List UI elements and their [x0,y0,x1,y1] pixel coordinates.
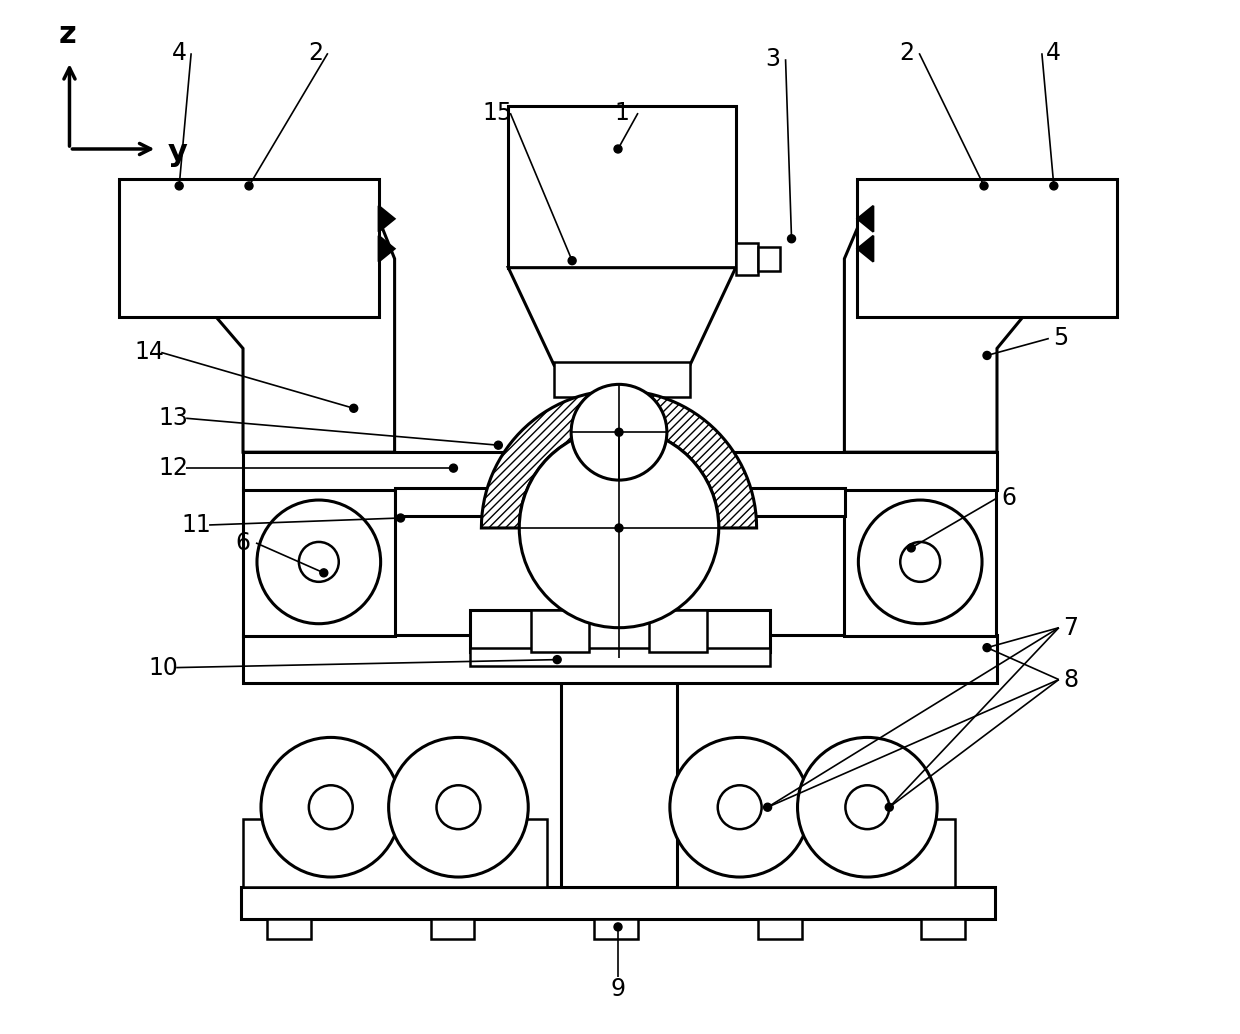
Bar [857,179,1117,316]
Bar [243,452,997,490]
Text: 6: 6 [1002,486,1017,510]
Circle shape [858,500,982,624]
Circle shape [614,923,622,931]
Circle shape [670,737,810,877]
Circle shape [257,500,381,624]
Bar [921,919,965,939]
Bar [554,362,689,397]
Circle shape [718,785,761,829]
Bar [594,919,637,939]
Bar [735,243,758,275]
Circle shape [900,542,940,582]
Circle shape [846,785,889,829]
Bar [470,647,770,666]
Bar [243,635,997,682]
Polygon shape [857,236,873,262]
Circle shape [397,514,404,522]
Text: 11: 11 [181,513,211,537]
Circle shape [572,385,667,480]
Circle shape [983,352,991,360]
Circle shape [615,428,622,436]
Polygon shape [378,236,394,262]
Circle shape [350,404,357,413]
Text: 7: 7 [1063,615,1079,640]
Circle shape [175,182,184,190]
Circle shape [764,803,771,812]
Text: 5: 5 [1053,327,1069,351]
Bar [562,658,677,887]
Circle shape [983,643,991,651]
Circle shape [260,737,401,877]
Circle shape [449,464,458,473]
Circle shape [436,785,480,829]
Circle shape [980,182,988,190]
Text: 15: 15 [482,101,512,125]
Bar [649,610,707,651]
Bar [591,395,649,433]
Text: 14: 14 [134,340,164,364]
Circle shape [520,428,719,628]
Bar [394,488,846,516]
Circle shape [568,256,577,265]
Circle shape [320,569,327,577]
Text: 10: 10 [149,656,179,679]
Text: 9: 9 [610,977,625,1001]
Polygon shape [378,206,394,232]
Polygon shape [844,219,1071,452]
Bar [430,919,475,939]
Text: 12: 12 [159,456,188,480]
Bar [758,919,801,939]
Bar [844,488,996,636]
Circle shape [553,656,562,664]
Bar [267,919,311,939]
Text: 1: 1 [615,101,630,125]
Circle shape [388,737,528,877]
Bar [243,819,547,887]
Polygon shape [481,391,756,528]
Bar [243,488,394,636]
Circle shape [615,524,622,531]
Text: z: z [58,21,77,50]
Polygon shape [508,268,735,365]
Text: 6: 6 [236,530,250,555]
Circle shape [797,737,937,877]
Polygon shape [857,206,873,232]
Circle shape [1050,182,1058,190]
Text: 2: 2 [900,41,915,65]
Circle shape [885,803,893,812]
Circle shape [908,544,915,552]
Circle shape [299,542,339,582]
Text: 8: 8 [1063,668,1079,692]
Text: y: y [167,139,187,168]
Bar [651,819,955,887]
Bar [241,887,994,919]
Bar [119,179,378,316]
Text: 13: 13 [159,406,188,430]
Bar [470,610,770,651]
Circle shape [614,145,622,153]
Circle shape [787,235,796,243]
Circle shape [246,182,253,190]
Text: 2: 2 [309,41,324,65]
Circle shape [495,442,502,449]
Bar [531,610,589,651]
Circle shape [309,785,352,829]
Text: 4: 4 [1047,41,1061,65]
Bar [508,107,735,268]
Bar [758,247,780,271]
Text: 4: 4 [171,41,187,65]
Text: 3: 3 [765,48,780,71]
Polygon shape [166,219,394,452]
